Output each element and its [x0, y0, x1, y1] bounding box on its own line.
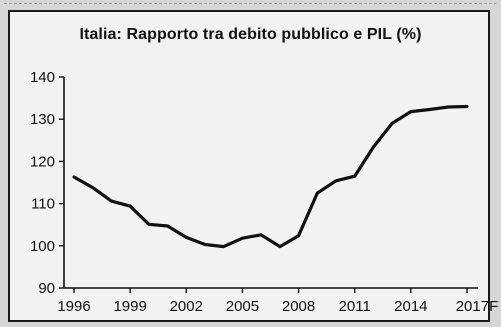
data-point: [91, 186, 94, 189]
y-tick-label: 120: [30, 153, 55, 170]
x-tick-label: 2011: [339, 298, 371, 315]
data-point: [148, 223, 150, 226]
chart-panel: [8, 10, 490, 322]
data-point: [241, 237, 244, 240]
data-point: [166, 225, 169, 227]
data-point: [297, 234, 300, 237]
data-point: [185, 236, 188, 239]
x-tick-label: 2005: [226, 298, 259, 315]
data-point: [466, 105, 468, 108]
axes: [63, 77, 478, 289]
data-point: [335, 180, 337, 182]
data-point: [222, 245, 225, 248]
data-point: [447, 106, 450, 108]
series-line: [72, 104, 469, 249]
x-ticks: 1996 1999 2002 2005 2008 2011 2014 2017F: [57, 288, 498, 315]
x-tick-label: 2017F: [456, 298, 499, 315]
y-tick-label: 140: [30, 69, 55, 86]
data-point: [372, 146, 375, 148]
y-tick-label: 130: [30, 111, 55, 128]
y-ticks: 90 100 110 120 130 140: [30, 69, 64, 297]
y-tick-label: 90: [38, 280, 55, 297]
data-point: [73, 176, 75, 178]
y-tick-label: 100: [30, 238, 55, 255]
y-tick-label: 110: [31, 196, 55, 213]
x-tick-label: 1996: [57, 298, 90, 315]
top-dashed-border: [4, 3, 497, 4]
data-point: [110, 200, 113, 202]
x-tick-label: 2014: [394, 298, 427, 315]
data-point: [428, 108, 431, 111]
data-point: [316, 192, 319, 194]
series-group: [72, 104, 469, 249]
x-tick-label: 2002: [170, 298, 203, 315]
data-point: [410, 110, 412, 113]
data-point: [391, 122, 393, 125]
data-point: [279, 245, 281, 248]
data-point: [129, 205, 131, 207]
x-tick-label: 2008: [282, 298, 315, 315]
data-point: [260, 234, 262, 236]
data-point: [204, 243, 206, 246]
data-point: [353, 175, 356, 177]
chart-title: Italia: Rapporto tra debito pubblico e P…: [79, 26, 422, 43]
x-tick-label: 1999: [113, 298, 146, 315]
